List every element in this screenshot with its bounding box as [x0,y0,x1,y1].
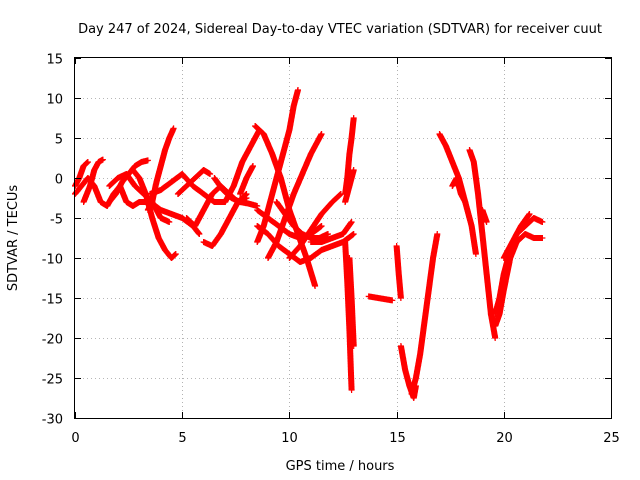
series-arc22 [286,191,344,261]
series-arc23 [307,219,355,245]
x-tick-labels: 0 5 10 15 20 25 [71,431,619,446]
series-arc35 [479,207,490,225]
series-arc15 [237,163,256,197]
series-arc3 [80,156,106,205]
x-tick-label: 0 [71,431,79,446]
chart-title: Day 247 of 2024, Sidereal Day-to-day VTE… [78,22,602,37]
series-arc25 [342,115,357,197]
y-tick-label: -30 [42,413,63,428]
y-tick-label: -15 [42,293,63,308]
series-arc7 [129,167,179,261]
ticks [75,58,612,419]
series-arc38 [500,211,533,261]
series-arc10 [174,167,214,197]
series-arc18 [254,87,301,245]
series-arc33 [449,175,469,205]
y-tick-label: 5 [55,133,63,148]
y-axis-label: SDTVAR / TECUs [6,185,21,292]
y-tick-label: 15 [46,53,63,68]
x-tick-label: 5 [178,431,186,446]
y-tick-label: -10 [42,253,63,268]
x-tick-label: 20 [496,431,513,446]
series-arc28 [365,293,396,304]
y-tick-label: 0 [55,173,63,188]
series-arc31 [408,231,441,397]
series-arc27 [346,255,357,349]
series-arc26 [342,239,355,393]
x-tick-label: 25 [603,431,620,446]
data-points [72,87,546,401]
series-arc29 [393,243,404,301]
x-axis-label: GPS time / hours [286,459,395,474]
plot-frame [74,57,612,419]
y-tick-label: 10 [46,93,63,108]
x-tick-label: 15 [389,431,406,446]
y-tick-label: -20 [42,333,63,348]
y-tick-label: -5 [50,213,63,228]
x-tick-label: 10 [281,431,298,446]
series-arc14 [222,127,263,205]
y-tick-labels: -30 -25 -20 -15 -10 -5 0 5 10 15 [42,53,63,428]
series-arc37 [487,231,546,329]
y-tick-label: -25 [42,373,63,388]
